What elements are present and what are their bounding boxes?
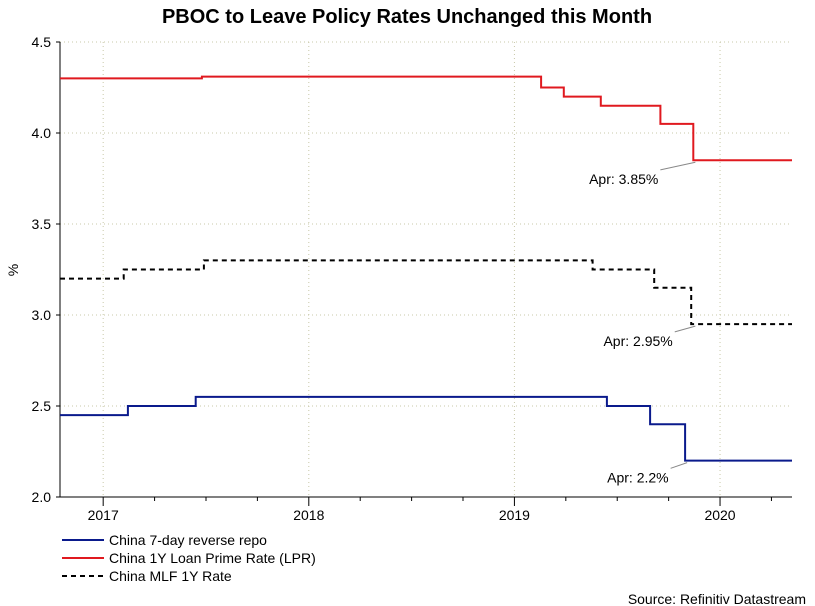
legend: China 7-day reverse repo China 1Y Loan Pr… — [62, 532, 316, 584]
y-tick-label: 4.5 — [32, 34, 52, 50]
annotation-leader — [660, 161, 696, 171]
annotation-label: Apr: 3.85% — [589, 171, 658, 187]
series-line-1 — [60, 75, 792, 162]
source-note: Source: Refinitiv Datastream — [628, 591, 806, 606]
legend-label: China 7-day reverse repo — [109, 532, 267, 548]
x-tick-label: 2017 — [88, 507, 119, 523]
x-tick-label: 2018 — [293, 507, 324, 523]
y-tick-label: 2.0 — [32, 489, 52, 505]
annotation-label: Apr: 2.95% — [603, 333, 672, 349]
legend-label: China MLF 1Y Rate — [109, 568, 232, 584]
annotation-leader — [670, 462, 688, 469]
y-tick-label: 2.5 — [32, 398, 52, 414]
legend-label: China 1Y Loan Prime Rate (LPR) — [109, 550, 316, 566]
series-line-0 — [60, 395, 792, 462]
y-tick-label: 4.0 — [32, 125, 52, 141]
chart-title: PBOC to Leave Policy Rates Unchanged thi… — [162, 6, 652, 28]
annotation-label: Apr: 2.2% — [607, 469, 668, 485]
series-layer — [60, 75, 792, 462]
y-tick-label: 3.0 — [32, 307, 52, 323]
series-line-2 — [60, 259, 792, 326]
y-axis-label: % — [5, 264, 21, 276]
annotation-leader — [674, 325, 696, 333]
x-tick-label: 2019 — [499, 507, 530, 523]
annotation-layer: Apr: 3.85% Apr: 2.95% Apr: 2.2% — [589, 161, 696, 485]
y-tick-label: 3.5 — [32, 216, 52, 232]
axes-layer: 2.0 2.5 3.0 3.5 4.0 4.5 2017 2018 2019 2020 — [32, 34, 792, 523]
x-tick-label: 2020 — [704, 507, 735, 523]
